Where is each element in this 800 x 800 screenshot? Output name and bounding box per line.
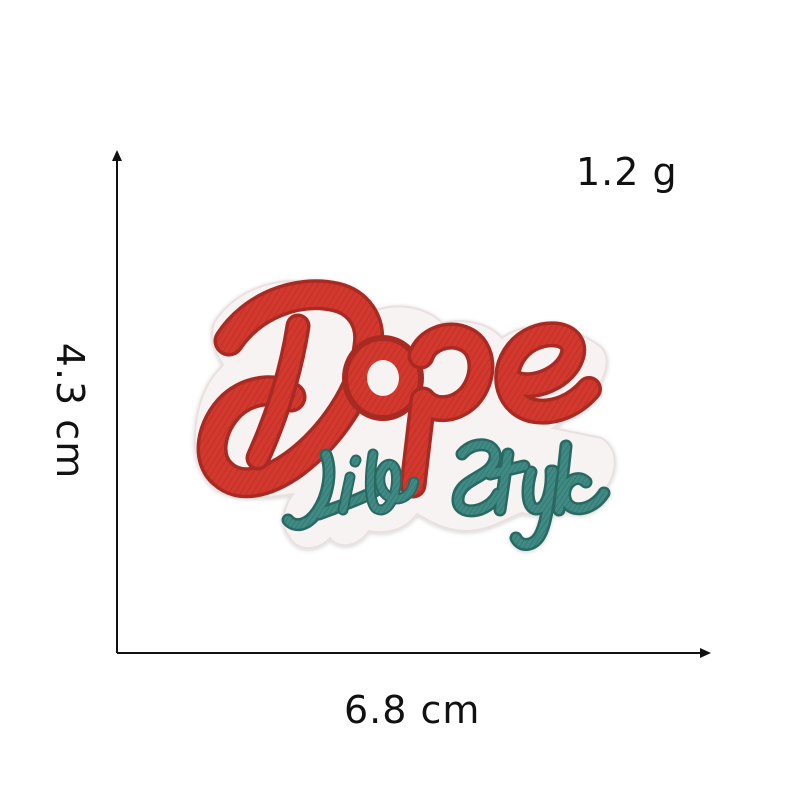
horizontal-axis (117, 648, 711, 658)
arrow-up-icon (112, 150, 122, 161)
embroidered-patch-icon (193, 279, 616, 551)
dope-embroidery (196, 279, 602, 499)
life-style-embroidery (281, 438, 611, 551)
height-label: 4.3 cm (48, 342, 92, 480)
arrow-right-icon (700, 648, 711, 658)
vertical-axis (112, 150, 122, 653)
weight-label: 1.2 g (576, 150, 678, 194)
width-label: 6.8 cm (344, 688, 481, 732)
